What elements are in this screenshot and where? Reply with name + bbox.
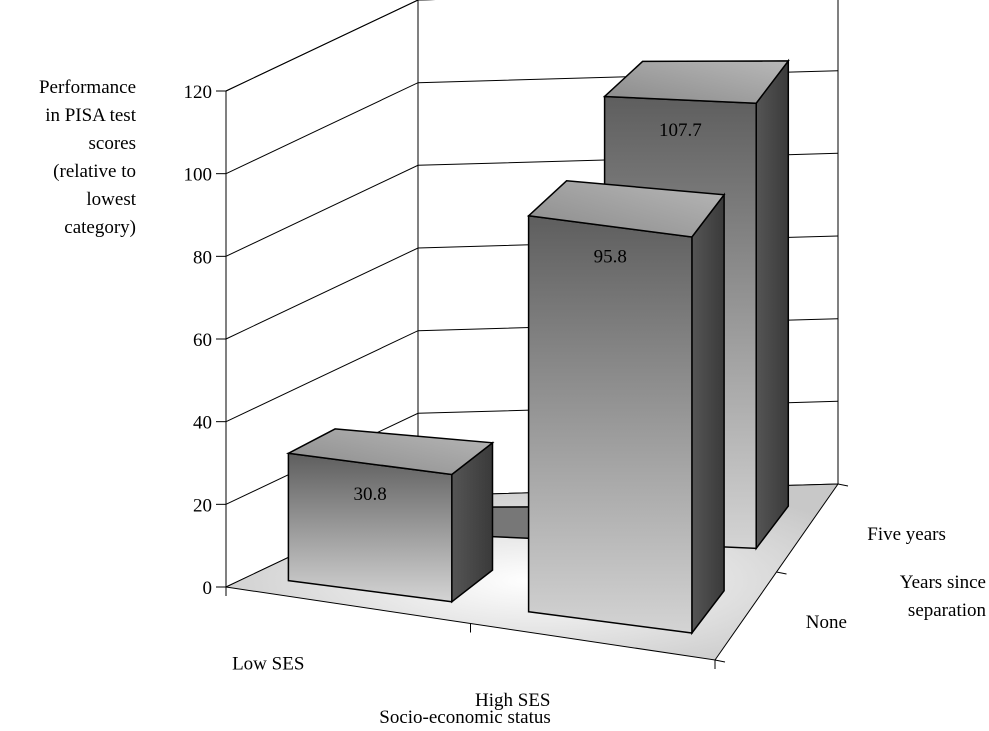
bar-top [285,428,495,476]
depth-tick-label: Five years [867,524,946,545]
y-tick-label: 80 [193,247,212,268]
y-tick-label: 20 [193,495,212,516]
y-axis-title-line: in PISA test [45,105,136,126]
bar-front [287,452,453,603]
y-axis-title: Performance in PISA test scores (relativ… [6,74,136,242]
y-axis: 0 20 40 60 80 100 120 [184,82,226,599]
x-tick-label: Low SES [232,653,304,674]
bar: 30.8 [285,428,495,604]
y-tick-label: 120 [184,82,213,103]
y-axis-title-line: scores [88,133,136,154]
bar-top [526,180,726,238]
depth-axis-title-line-1: Years since [900,572,986,593]
depth-axis-title-line-2: separation [908,600,987,621]
x-axis: Low SES High SES [225,587,716,711]
bar-value-label: 95.8 [594,246,627,267]
x-axis-title: Socio-economic status [379,707,551,728]
y-tick-label: 60 [193,330,212,351]
depth-tick [776,571,787,575]
gridline [225,0,436,92]
y-axis-title-line: category) [64,217,136,238]
bar-side [691,192,725,636]
y-tick-label: 0 [203,578,213,599]
y-tick-label: 100 [184,165,213,186]
y-axis-title-line: Performance [38,77,136,98]
depth-tick [837,483,849,487]
bar-top [602,60,790,104]
bar-front [527,214,693,634]
bar-value-label: 30.8 [353,484,386,505]
x-tick-label: High SES [475,690,551,711]
y-tick-label: 40 [193,413,212,434]
bar-value-label: 107.7 [659,120,702,141]
depth-axis: None Five years [714,483,946,663]
depth-tick-label: None [806,612,847,633]
bar-side [755,58,790,551]
y-axis-title-line: (relative to [53,161,136,182]
bar: 95.8 [526,180,726,636]
y-axis-title-line: lowest [86,189,136,210]
depth-tick [714,659,726,663]
